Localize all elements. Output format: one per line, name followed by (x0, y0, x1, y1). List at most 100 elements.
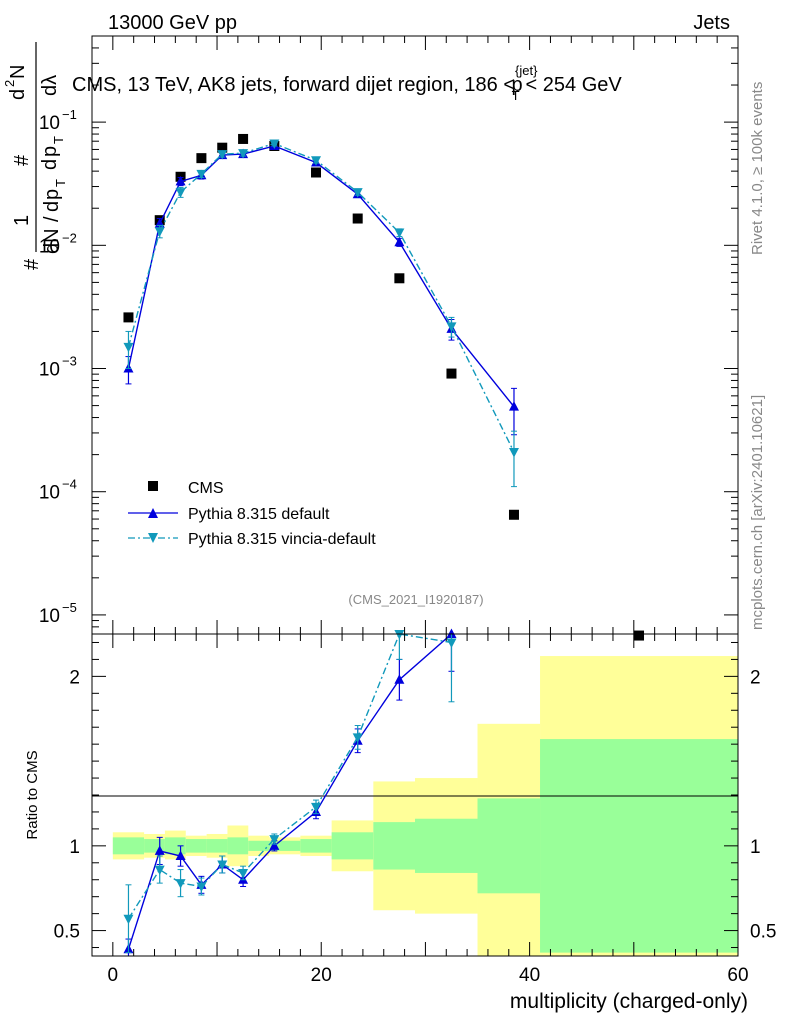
data-point-cms (634, 630, 645, 641)
data-point-vincia (269, 139, 280, 150)
svg-text:d: d (39, 159, 61, 170)
data-point-cms (311, 167, 322, 178)
svg-text:#: # (11, 154, 33, 166)
svg-text:dN: dN (41, 228, 63, 254)
x-tick-label: 40 (519, 965, 540, 986)
ratio-point-default (269, 840, 280, 850)
uncertainty-band-inner (540, 739, 738, 953)
legend-label-cms: CMS (188, 480, 224, 497)
ratio-point-vincia (269, 835, 280, 845)
y-tick-label: 10 (39, 360, 60, 381)
data-point-cms (196, 153, 207, 164)
x-tick-label: 60 (727, 965, 748, 986)
ratio-point-vincia (311, 802, 322, 813)
svg-text:2: 2 (2, 80, 17, 87)
data-point-default (175, 175, 186, 186)
y-tick-label: 10 (39, 113, 60, 134)
data-point-cms (394, 273, 405, 284)
uncertainty-band-inner (477, 798, 541, 894)
series-line-2 (127, 142, 515, 453)
data-point-cms (123, 312, 134, 323)
data-point-default (508, 401, 519, 411)
uncertainty-band-inner (248, 840, 270, 851)
x-tick-label: 20 (311, 965, 332, 986)
uncertainty-band-inner (373, 822, 415, 870)
uncertainty-band-inner (112, 837, 145, 855)
main-ylabel: # 1 dN / d p T # d p T d 2 N dλ (2, 42, 68, 270)
data-point-vincia (154, 227, 165, 237)
ratio-point-default (175, 850, 186, 861)
data-point-vincia (394, 228, 405, 239)
legend-label-default: Pythia 8.315 default (188, 506, 330, 523)
ratio-tick-label-right: 2 (750, 667, 761, 688)
ratio-tick-label-right: 0.5 (750, 922, 776, 943)
uncertainty-band-inner (415, 818, 478, 873)
legend-marker-vincia (148, 533, 158, 543)
data-point-vincia (238, 149, 249, 159)
ratio-point-default (394, 674, 405, 684)
ratio-tick-label-right: 1 (750, 837, 761, 858)
x-tick-label: 0 (108, 965, 119, 986)
y-tick-label: 10 (39, 483, 60, 504)
ratio-ticks: 0.5 0.5 1 1 2 2 (54, 641, 776, 949)
ratio-tick-label: 1 (69, 837, 80, 858)
data-point-vincia (123, 342, 134, 353)
y-tick-label: 10 (39, 236, 60, 257)
ratio-tick-label: 2 (69, 667, 80, 688)
svg-text:dλ: dλ (39, 75, 61, 96)
legend-label-vincia: Pythia 8.315 vincia-default (188, 531, 376, 548)
analysis-id: (CMS_2021_I1920187) (348, 592, 483, 607)
side-label-top: Rivet 4.1.0, ≥ 100k events (749, 82, 766, 255)
main-series (123, 133, 645, 641)
legend-marker-default (148, 508, 158, 518)
header-right: Jets (693, 12, 730, 34)
ratio-point-default (446, 628, 457, 638)
ratio-point-vincia (217, 860, 228, 870)
uncertainty-band-inner (185, 839, 207, 853)
data-point-cms (217, 142, 228, 153)
svg-text:d: d (7, 89, 29, 100)
ratio-point-default (154, 845, 165, 855)
ratio-point-vincia (196, 882, 207, 893)
header-left: 13000 GeV pp (108, 12, 237, 34)
uncertainty-band-inner (269, 840, 301, 851)
ratio-ylabel: Ratio to CMS (24, 750, 41, 839)
uncertainty-band-inner (227, 837, 249, 855)
ratio-bands (112, 656, 738, 956)
svg-text:#: # (21, 258, 43, 270)
svg-text:T: T (53, 179, 68, 187)
y-tick-label: 10 (39, 606, 60, 627)
svg-text:T: T (51, 136, 66, 144)
svg-text:1: 1 (11, 215, 33, 226)
y-tick-exponent: −3 (62, 354, 77, 369)
ratio-point-vincia (394, 630, 405, 640)
data-point-vincia (175, 188, 186, 198)
ratio-point-vincia (352, 733, 363, 743)
data-point-default (394, 236, 405, 247)
svg-text:p: p (41, 189, 63, 200)
legend-marker-cms (148, 481, 158, 491)
ratio-frame (91, 633, 739, 957)
data-point-vincia (446, 322, 457, 332)
x-axis: 0 20 40 60 (91, 36, 749, 986)
ratio-point-vincia (154, 865, 165, 876)
x-axis-label: multiplicity (charged-only) (510, 990, 748, 1013)
svg-text:d: d (41, 201, 63, 212)
y-tick-exponent: −2 (62, 230, 77, 245)
ratio-tick-label: 0.5 (54, 922, 80, 943)
data-point-vincia (217, 150, 228, 160)
ratio-point-vincia (175, 879, 186, 889)
data-point-cms (446, 368, 457, 379)
y-tick-exponent: −1 (62, 107, 77, 122)
data-point-vincia (311, 156, 322, 166)
series-line-1 (127, 145, 515, 408)
y-tick-exponent: −4 (62, 477, 77, 492)
svg-text:N: N (7, 65, 29, 79)
legend: CMS Pythia 8.315 default Pythia 8.315 vi… (128, 480, 376, 548)
data-point-vincia (196, 169, 207, 180)
uncertainty-band-inner (331, 832, 374, 860)
ratio-point-vincia (446, 638, 457, 648)
uncertainty-band-inner (300, 839, 332, 853)
main-panel: 10−510−410−310−210−1 CMS, 13 TeV, AK8 je… (2, 35, 739, 641)
chart-title: CMS, 13 TeV, AK8 jets, forward dijet reg… (72, 63, 622, 103)
